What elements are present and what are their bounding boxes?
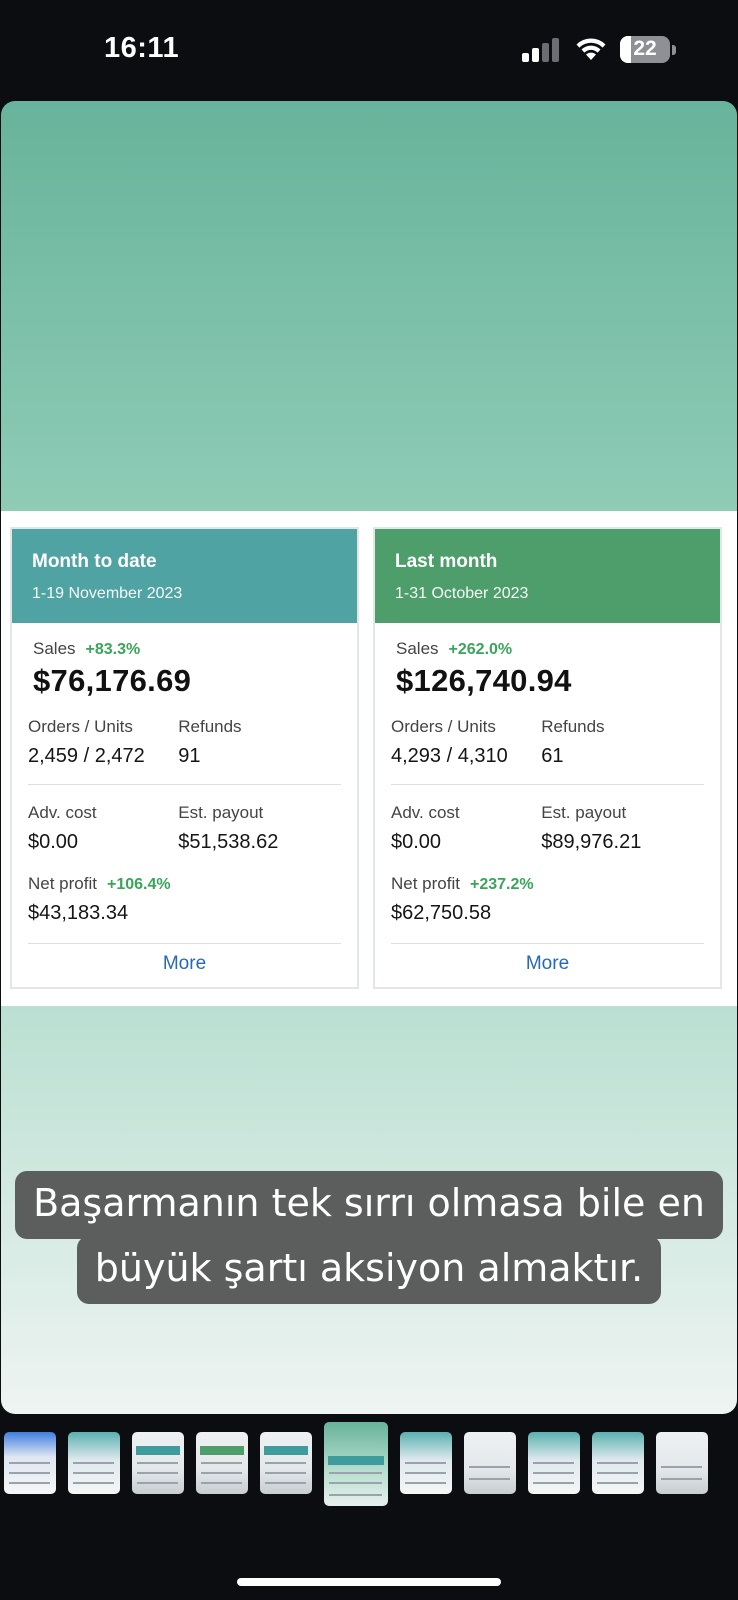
net-profit-row: Net profit +237.2% $62,750.58: [391, 874, 704, 925]
refunds-label: Refunds: [178, 717, 242, 736]
sales-row: Sales +83.3%: [28, 639, 341, 659]
thumbnail[interactable]: [196, 1432, 248, 1494]
status-bar: 16:11 22: [0, 0, 738, 100]
orders-value: 4,293 / 4,310: [391, 745, 508, 767]
net-profit-value: $43,183.34: [28, 902, 129, 924]
adv-cost-value: $0.00: [391, 831, 442, 853]
caption-text: Başarmanın tek sırrı olmasa bile en: [15, 1171, 723, 1239]
refunds-value: 91: [178, 745, 201, 767]
cellular-signal-icon: [522, 38, 562, 62]
more-link[interactable]: More: [162, 953, 207, 974]
orders-refunds-row: Orders / Units 4,293 / 4,310 Refunds 61: [391, 717, 704, 768]
thumbnail[interactable]: [4, 1432, 56, 1494]
sales-label: Sales: [396, 639, 439, 658]
divider: [28, 784, 341, 785]
sales-summary-sheet: Month to date 1-19 November 2023 Sales +8…: [1, 511, 737, 1006]
panel-header: Month to date 1-19 November 2023: [12, 529, 357, 623]
more-link[interactable]: More: [525, 953, 570, 974]
story-image[interactable]: Month to date 1-19 November 2023 Sales +8…: [1, 101, 737, 1414]
panel-body: Sales +83.3% $76,176.69 Orders / Units 2,…: [12, 623, 357, 989]
net-profit-label: Net profit: [391, 874, 460, 893]
net-profit-change: +237.2%: [469, 876, 534, 893]
est-payout-label: Est. payout: [541, 803, 627, 822]
divider: [28, 943, 341, 944]
home-indicator[interactable]: [237, 1578, 501, 1586]
sales-row: Sales +262.0%: [391, 639, 704, 659]
thumbnail[interactable]: [132, 1432, 184, 1494]
net-profit-label: Net profit: [28, 874, 97, 893]
sales-label: Sales: [33, 639, 76, 658]
panel-body: Sales +262.0% $126,740.94 Orders / Units …: [375, 623, 720, 989]
panel-title: Month to date: [32, 551, 157, 572]
est-payout-value: $89,976.21: [541, 831, 642, 853]
sales-value: $126,740.94: [396, 663, 572, 698]
caption-line-1: Başarmanın tek sırrı olmasa bile en: [1, 1171, 737, 1239]
cost-payout-row: Adv. cost $0.00 Est. payout $89,976.21: [391, 803, 704, 854]
adv-cost-label: Adv. cost: [28, 803, 97, 822]
orders-value: 2,459 / 2,472: [28, 745, 145, 767]
est-payout-label: Est. payout: [178, 803, 264, 822]
refunds-label: Refunds: [541, 717, 605, 736]
panel-header: Last month 1-31 October 2023: [375, 529, 720, 623]
refunds-value: 61: [541, 745, 564, 767]
last-month-panel: Last month 1-31 October 2023 Sales +262.0…: [373, 527, 722, 989]
orders-label: Orders / Units: [391, 717, 496, 736]
thumbnail[interactable]: [260, 1432, 312, 1494]
panel-date-range: 1-31 October 2023: [395, 585, 529, 602]
cost-payout-row: Adv. cost $0.00 Est. payout $51,538.62: [28, 803, 341, 854]
orders-label: Orders / Units: [28, 717, 133, 736]
net-profit-row: Net profit +106.4% $43,183.34: [28, 874, 341, 925]
battery-tip: [672, 45, 676, 55]
adv-cost-label: Adv. cost: [391, 803, 460, 822]
thumbnail[interactable]: [592, 1432, 644, 1494]
thumbnail[interactable]: [400, 1432, 452, 1494]
status-time: 16:11: [104, 32, 180, 64]
sales-change: +262.0%: [448, 641, 513, 658]
thumbnail[interactable]: [68, 1432, 120, 1494]
thumbnail[interactable]: [464, 1432, 516, 1494]
battery-icon: 22: [620, 36, 670, 63]
sales-change: +83.3%: [85, 641, 141, 658]
divider: [391, 943, 704, 944]
caption-text: büyük şartı aksiyon almaktır.: [76, 1236, 662, 1304]
thumbnail[interactable]: [528, 1432, 580, 1494]
battery-level: 22: [633, 37, 657, 60]
thumbnail-strip: [0, 1420, 738, 1530]
divider: [391, 784, 704, 785]
adv-cost-value: $0.00: [28, 831, 79, 853]
est-payout-value: $51,538.62: [178, 831, 279, 853]
caption-line-2: büyük şartı aksiyon almaktır.: [1, 1236, 737, 1304]
thumbnail-selected[interactable]: [324, 1422, 388, 1506]
wifi-icon: [576, 38, 606, 60]
month-to-date-panel: Month to date 1-19 November 2023 Sales +8…: [10, 527, 359, 989]
net-profit-value: $62,750.58: [391, 902, 492, 924]
orders-refunds-row: Orders / Units 2,459 / 2,472 Refunds 91: [28, 717, 341, 768]
panel-date-range: 1-19 November 2023: [32, 585, 183, 602]
net-profit-change: +106.4%: [106, 876, 171, 893]
panel-title: Last month: [395, 551, 498, 572]
sales-value: $76,176.69: [33, 663, 192, 698]
thumbnail[interactable]: [656, 1432, 708, 1494]
